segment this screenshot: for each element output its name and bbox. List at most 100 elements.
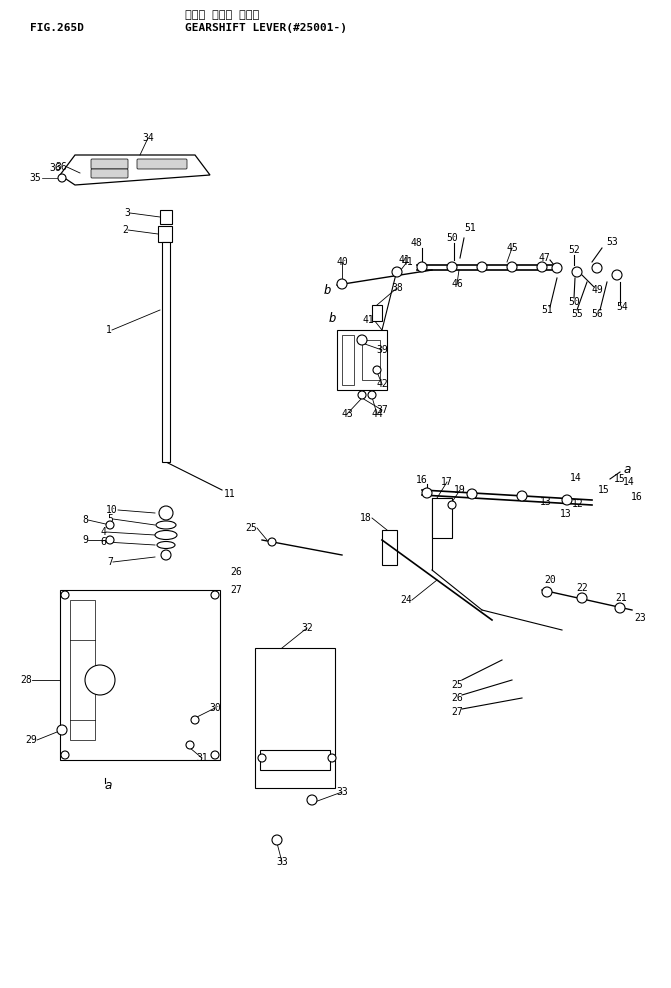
Text: 12: 12 (572, 499, 584, 509)
Circle shape (542, 587, 552, 597)
Text: 41: 41 (399, 255, 410, 265)
Text: 40: 40 (336, 257, 348, 267)
Bar (382, 530, 397, 565)
Text: 10: 10 (106, 505, 118, 515)
Text: 45: 45 (506, 243, 518, 253)
Text: 8: 8 (82, 515, 88, 525)
Circle shape (106, 521, 114, 529)
Text: 20: 20 (544, 575, 556, 585)
Circle shape (612, 270, 622, 280)
Text: 41: 41 (401, 257, 413, 267)
Circle shape (191, 716, 199, 724)
Circle shape (159, 506, 173, 520)
Text: 4: 4 (100, 527, 106, 537)
Text: 19: 19 (454, 485, 466, 495)
Text: 28: 28 (20, 675, 32, 685)
Text: 17: 17 (441, 477, 453, 487)
Circle shape (61, 751, 69, 759)
Text: 13: 13 (560, 509, 572, 519)
FancyBboxPatch shape (91, 159, 128, 169)
Text: 33: 33 (336, 787, 348, 797)
Circle shape (507, 262, 517, 272)
Text: 9: 9 (82, 535, 88, 545)
Text: 35: 35 (29, 173, 41, 183)
Text: 16: 16 (631, 492, 643, 502)
Circle shape (373, 366, 381, 374)
Text: 41: 41 (362, 315, 374, 325)
Circle shape (467, 489, 477, 499)
Bar (260, 750, 330, 770)
Text: 51: 51 (541, 305, 553, 315)
Circle shape (448, 501, 456, 509)
Bar (70, 600, 95, 740)
Text: 36: 36 (55, 162, 67, 172)
Text: 30: 30 (209, 703, 221, 713)
Circle shape (572, 267, 582, 277)
Text: 52: 52 (568, 245, 580, 255)
Circle shape (357, 335, 367, 345)
Circle shape (211, 751, 219, 759)
Circle shape (517, 491, 527, 501)
Circle shape (447, 262, 457, 272)
Circle shape (422, 488, 432, 498)
Circle shape (258, 754, 266, 762)
Text: 2: 2 (122, 225, 128, 235)
Text: 43: 43 (341, 409, 353, 419)
Text: 38: 38 (391, 283, 403, 293)
Ellipse shape (155, 531, 177, 539)
Text: 31: 31 (196, 753, 208, 763)
Text: 46: 46 (451, 279, 463, 289)
FancyBboxPatch shape (137, 159, 187, 169)
Text: 34: 34 (142, 133, 154, 143)
Text: 33: 33 (276, 857, 288, 867)
Text: 6: 6 (100, 537, 106, 547)
Text: GEARSHIFT LEVER(#25001-): GEARSHIFT LEVER(#25001-) (185, 23, 347, 33)
Text: 24: 24 (400, 595, 412, 605)
Text: 3: 3 (124, 208, 130, 218)
Bar (337, 330, 387, 390)
Circle shape (552, 263, 562, 273)
Circle shape (537, 262, 547, 272)
Bar (432, 498, 452, 538)
Text: 15: 15 (614, 474, 626, 484)
Ellipse shape (156, 521, 176, 529)
Circle shape (85, 665, 115, 695)
FancyBboxPatch shape (91, 169, 128, 178)
Text: 29: 29 (25, 735, 37, 745)
Text: 23: 23 (634, 613, 646, 623)
Circle shape (161, 550, 171, 560)
Text: 18: 18 (360, 513, 372, 523)
Text: 47: 47 (538, 253, 550, 263)
Text: 11: 11 (224, 489, 236, 499)
Text: 39: 39 (376, 345, 388, 355)
Polygon shape (60, 155, 210, 185)
Text: 16: 16 (416, 475, 428, 485)
Circle shape (368, 391, 376, 399)
Text: 5: 5 (107, 514, 113, 524)
Bar (362, 340, 380, 380)
Text: 56: 56 (591, 309, 603, 319)
Text: 53: 53 (606, 237, 618, 247)
Bar (158, 226, 172, 242)
Text: b: b (328, 311, 336, 324)
Text: 49: 49 (591, 285, 603, 295)
Text: 50: 50 (568, 297, 580, 307)
Circle shape (392, 267, 402, 277)
Circle shape (592, 263, 602, 273)
Circle shape (186, 741, 194, 749)
Text: 37: 37 (376, 405, 388, 415)
Text: 22: 22 (576, 583, 588, 593)
Text: 14: 14 (623, 477, 635, 487)
Circle shape (615, 603, 625, 613)
Text: 54: 54 (616, 302, 628, 312)
Text: 27: 27 (230, 585, 242, 595)
Text: 36: 36 (49, 163, 61, 173)
Bar (372, 305, 382, 321)
Circle shape (417, 262, 427, 272)
Circle shape (328, 754, 336, 762)
Text: 26: 26 (451, 693, 463, 703)
Text: 50: 50 (446, 233, 458, 243)
Bar (162, 242, 170, 462)
Text: b: b (323, 284, 331, 296)
Text: 27: 27 (451, 707, 463, 717)
